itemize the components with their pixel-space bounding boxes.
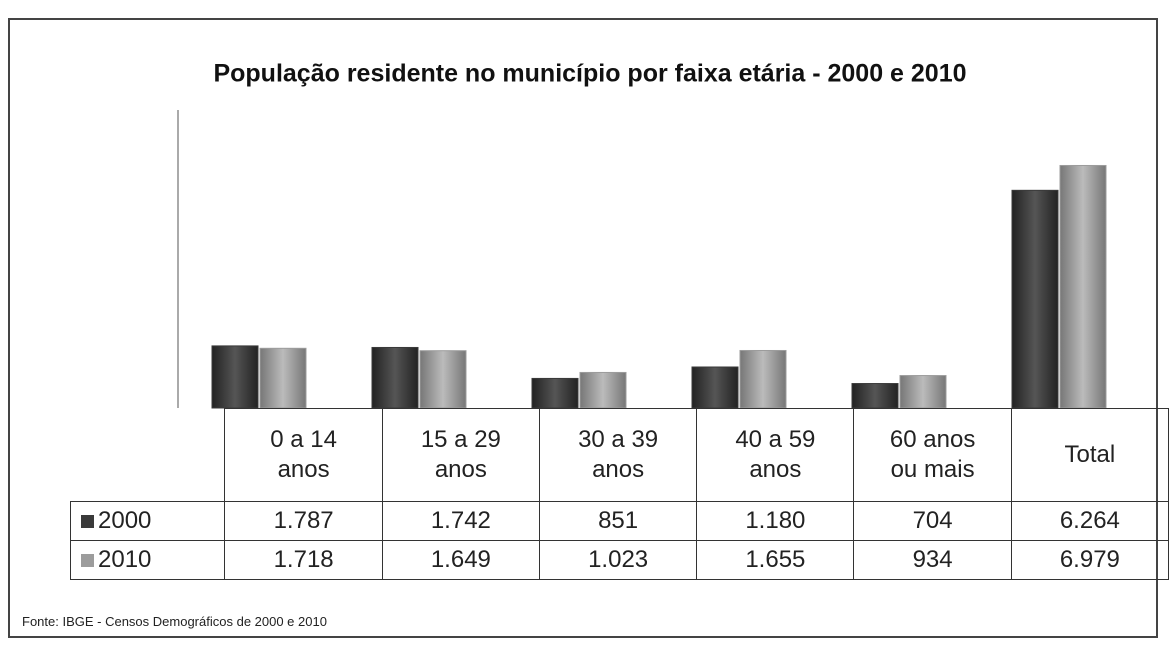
category-cell: 0 a 14 anos <box>224 408 383 502</box>
legend-cell: 2000 <box>69 501 226 541</box>
category-label: 40 a 59 anos <box>735 426 816 483</box>
category-label: Total <box>1064 441 1116 468</box>
value-cell: 851 <box>538 501 698 541</box>
value-cell: 1.718 <box>224 540 383 580</box>
bar <box>371 346 419 409</box>
category-cell: 60 anos ou mais <box>853 408 1012 502</box>
bar <box>259 347 307 409</box>
bar <box>1011 189 1059 409</box>
legend-label: 2000 <box>98 507 152 534</box>
blank-cell <box>71 409 225 502</box>
value-cell: 6.264 <box>1010 501 1169 541</box>
bar <box>419 350 467 409</box>
legend-swatch <box>81 515 94 529</box>
value-cell: 1.742 <box>381 501 540 541</box>
chart-frame <box>8 18 1158 638</box>
value-cell: 1.655 <box>696 540 855 580</box>
data-table: 0 a 14 anos 15 a 29 anos 30 a 39 anos 40 a … <box>69 408 1169 580</box>
category-cell: 30 a 39 anos <box>538 408 698 502</box>
bar <box>739 349 787 409</box>
bar <box>211 345 259 409</box>
bar <box>1059 164 1107 409</box>
category-cell: Total <box>1010 408 1169 502</box>
source-note: Fonte: IBGE - Censos Demográficos de 200… <box>22 614 327 629</box>
value-cell: 6.979 <box>1010 540 1169 580</box>
header-row: 0 a 14 anos 15 a 29 anos 30 a 39 anos 40 a … <box>71 408 1169 502</box>
category-label: 0 a 14 anos <box>270 426 337 483</box>
value-cell: 1.787 <box>224 501 383 541</box>
bar <box>691 366 739 409</box>
category-cell: 40 a 59 anos <box>696 408 855 502</box>
value-cell: 1.649 <box>381 540 540 580</box>
chart-title: População residente no município por fai… <box>213 60 966 88</box>
value-cell: 934 <box>853 540 1012 580</box>
category-label: 15 a 29 anos <box>420 426 501 483</box>
category-cell: 15 a 29 anos <box>381 408 540 502</box>
value-cell: 1.023 <box>538 540 698 580</box>
bar <box>851 383 899 409</box>
legend-cell: 2010 <box>69 540 226 580</box>
bar <box>579 371 627 409</box>
category-label: 60 anos ou mais <box>889 426 976 483</box>
series-row: 2010 1.718 1.649 1.023 1.655 934 6.979 <box>69 540 1169 580</box>
bar <box>899 375 947 409</box>
value-cell: 704 <box>853 501 1012 541</box>
value-cell: 1.180 <box>696 501 855 541</box>
legend-swatch <box>81 554 94 568</box>
category-label: 30 a 39 anos <box>578 426 659 483</box>
bar <box>531 377 579 409</box>
legend-label: 2010 <box>98 546 152 573</box>
series-row: 2000 1.787 1.742 851 1.180 704 6.264 <box>69 501 1169 541</box>
